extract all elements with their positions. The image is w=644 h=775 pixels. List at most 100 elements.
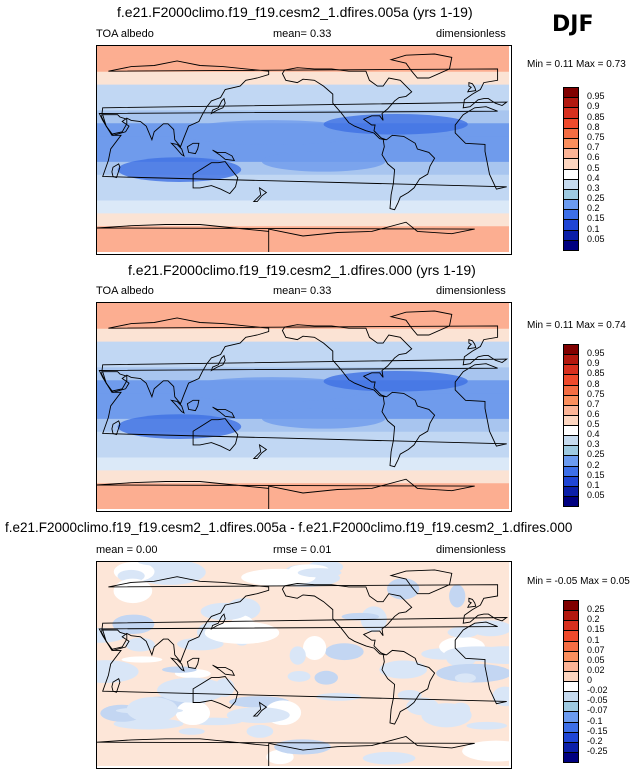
coastline bbox=[111, 163, 121, 179]
difference-patch bbox=[421, 703, 472, 728]
difference-background bbox=[97, 562, 509, 766]
difference-patch bbox=[397, 689, 422, 701]
colorbar-swatch bbox=[563, 660, 579, 672]
colorbar-tick-label: 0.1 bbox=[587, 479, 600, 490]
colorbar-swatch bbox=[563, 475, 579, 487]
coastline bbox=[97, 736, 475, 766]
coastline bbox=[101, 576, 509, 663]
coastline bbox=[186, 399, 200, 412]
coastline bbox=[102, 114, 128, 135]
coastline bbox=[252, 443, 268, 460]
colorbar-swatch bbox=[563, 107, 579, 119]
albedo-zonal-band bbox=[97, 341, 509, 356]
colorbar-tick-label: 0.2 bbox=[587, 614, 600, 625]
difference-patch bbox=[387, 578, 420, 600]
difference-patch bbox=[121, 656, 163, 663]
colorbar-swatch bbox=[563, 465, 579, 477]
coastline bbox=[102, 629, 128, 650]
albedo-zonal-band bbox=[97, 303, 509, 317]
albedo-zonal-band bbox=[97, 483, 509, 498]
colorbar-tick-label: 0.9 bbox=[587, 358, 600, 369]
coastline bbox=[389, 569, 453, 595]
colorbar-swatch bbox=[563, 219, 579, 231]
colorbar-swatch bbox=[563, 127, 579, 139]
colorbar-tick-label: 0.2 bbox=[587, 203, 600, 214]
albedo-zonal-band bbox=[97, 213, 509, 228]
panel-3-min-max: Min = -0.05 Max = 0.05 bbox=[527, 576, 630, 587]
colorbar-tick-label: 0.6 bbox=[587, 152, 600, 163]
colorbar-swatch bbox=[563, 404, 579, 416]
colorbar-swatch bbox=[563, 425, 579, 436]
coastline bbox=[210, 97, 226, 115]
colorbar-swatch bbox=[563, 620, 579, 631]
difference-patch bbox=[200, 602, 248, 621]
difference-patch bbox=[462, 740, 509, 762]
albedo-zonal-band bbox=[97, 97, 509, 112]
map-canvas bbox=[97, 562, 509, 766]
difference-patch bbox=[157, 677, 227, 703]
panel-1-title: f.e21.F2000climo.f19_f19.cesm2_1.dfires.… bbox=[117, 4, 473, 20]
colorbar-swatch bbox=[563, 600, 579, 611]
coastline bbox=[210, 613, 226, 630]
coastline bbox=[186, 142, 200, 155]
colorbar-swatch bbox=[563, 158, 579, 169]
difference-patch bbox=[125, 637, 155, 652]
difference-patch bbox=[178, 728, 205, 735]
colorbar-tick-label: 0.02 bbox=[587, 664, 605, 675]
difference-patch bbox=[449, 584, 466, 608]
panel-1-mean: mean= 0.33 bbox=[273, 28, 332, 40]
colorbar-tick-label: 0.75 bbox=[587, 388, 605, 399]
colorbar-swatch bbox=[563, 374, 579, 385]
albedo-zonal-band bbox=[97, 200, 509, 215]
difference-patch bbox=[325, 643, 364, 661]
panel-1-units: dimensionless bbox=[436, 28, 506, 40]
colorbar-swatch bbox=[563, 630, 579, 641]
colorbar-swatch bbox=[563, 414, 579, 426]
colorbar-tick-label: -0.02 bbox=[587, 685, 608, 696]
colorbar-tick-label: 0.2 bbox=[587, 459, 600, 470]
colorbar-swatch bbox=[563, 239, 579, 251]
coastline bbox=[389, 310, 453, 336]
difference-patch bbox=[266, 749, 294, 765]
difference-patch bbox=[162, 666, 197, 673]
colorbar-tick-label: 0.8 bbox=[587, 378, 600, 389]
coastline bbox=[111, 420, 121, 436]
colorbar-swatch bbox=[563, 741, 579, 753]
colorbar-swatch bbox=[563, 435, 579, 446]
colorbar-tick-label: 0.3 bbox=[587, 182, 600, 193]
coastline bbox=[97, 221, 475, 252]
colorbar-tick-label: -0.1 bbox=[587, 715, 603, 726]
difference-patch bbox=[246, 724, 274, 738]
colorbar-swatch bbox=[563, 364, 579, 375]
colorbar-swatch bbox=[563, 495, 579, 507]
difference-patch bbox=[241, 568, 316, 586]
coastline bbox=[98, 106, 507, 190]
colorbar-swatch bbox=[563, 721, 579, 733]
difference-patch bbox=[274, 739, 331, 755]
coastline bbox=[212, 664, 236, 676]
colorbar-tick-label: 0.5 bbox=[587, 162, 600, 173]
colorbar-swatch bbox=[563, 97, 579, 108]
colorbar-swatch bbox=[563, 168, 579, 180]
colorbar-tick-label: -0.07 bbox=[587, 705, 608, 716]
coastline bbox=[98, 621, 507, 705]
albedo-patch bbox=[179, 120, 365, 145]
colorbar-swatch bbox=[563, 354, 579, 365]
albedo-zonal-band bbox=[97, 226, 509, 241]
coastline bbox=[101, 60, 509, 148]
colorbar-tick-label: 0.85 bbox=[587, 111, 605, 122]
albedo-zonal-band bbox=[97, 470, 509, 485]
difference-patch bbox=[444, 646, 509, 662]
panel-3-title: f.e21.F2000climo.f19_f19.cesm2_1.dfires.… bbox=[5, 520, 573, 535]
albedo-zonal-band bbox=[97, 444, 509, 459]
colorbar-tick-label: 0.15 bbox=[587, 213, 605, 224]
panel-2-colorbar: 0.95 0.9 0.85 0.8 0.75 0.7 0.6 0.5 0.4 0.3 0.25 0.2… bbox=[563, 344, 605, 507]
colorbar-tick-label: 0.9 bbox=[587, 101, 600, 112]
colorbar-swatch bbox=[563, 681, 579, 692]
colorbar-tick-label: 0.15 bbox=[587, 624, 605, 635]
difference-patch bbox=[341, 612, 380, 621]
albedo-zonal-band bbox=[97, 496, 509, 509]
colorbar-tick-label: 0.8 bbox=[587, 121, 600, 132]
colorbar-tick-label: 0.25 bbox=[587, 449, 605, 460]
difference-patch bbox=[117, 569, 145, 582]
